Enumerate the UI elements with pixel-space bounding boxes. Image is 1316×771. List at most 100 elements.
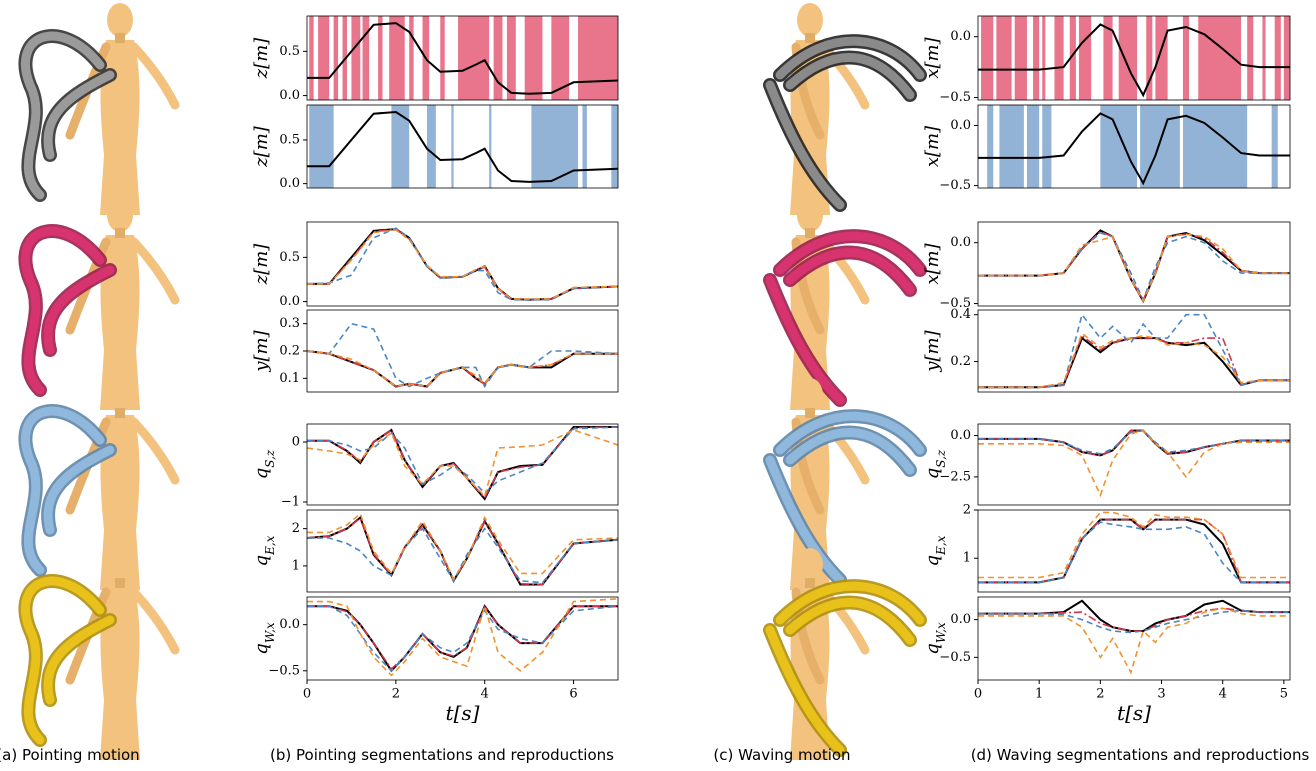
- y-tick-label: 0.5: [279, 44, 300, 59]
- y-axis-label-main: y[m]: [922, 329, 943, 372]
- segment-span: [1262, 16, 1265, 100]
- caption: (d) Waving segmentations and reproductio…: [971, 746, 1310, 764]
- segment-span: [531, 105, 578, 188]
- y-tick-label: −0.5: [268, 663, 300, 678]
- y-axis-label: y[m]: [922, 329, 943, 372]
- y-axis-label: z[m]: [251, 125, 272, 168]
- segment-span: [309, 16, 313, 100]
- mannequin-head: [107, 3, 133, 37]
- y-axis-label-sub: E,x: [934, 535, 948, 556]
- x-tick-label: 6: [569, 687, 577, 702]
- x-tick-label: 4: [1219, 687, 1227, 702]
- segment-span: [318, 16, 329, 100]
- y-axis-label: y[m]: [251, 329, 272, 372]
- mannequin-neck: [805, 228, 815, 238]
- mannequin-head: [797, 198, 823, 232]
- y-tick-label: 2: [963, 503, 971, 518]
- y-tick-label: −0.5: [939, 650, 971, 665]
- segment-span: [996, 16, 1011, 100]
- x-axis-label: t[s]: [446, 701, 480, 725]
- x-tick-label: 0: [303, 687, 311, 702]
- y-axis-label: z[m]: [251, 37, 272, 80]
- y-tick-label: 0.0: [279, 617, 300, 632]
- segment-span: [999, 105, 1023, 188]
- mannequin-neck: [115, 33, 125, 43]
- segment-span: [427, 105, 436, 188]
- y-tick-label: 0.0: [279, 176, 300, 191]
- segment-span: [582, 105, 586, 188]
- segment-span: [1042, 105, 1051, 188]
- segment-span: [334, 16, 338, 100]
- y-axis-label: z[m]: [251, 243, 272, 286]
- segment-span: [494, 16, 503, 100]
- y-tick-label: 0.0: [950, 235, 971, 250]
- y-tick-label: 0.0: [950, 118, 971, 133]
- y-axis-label-sub: E,x: [263, 535, 277, 556]
- mannequin-head: [797, 378, 823, 412]
- x-tick-label: 1: [1035, 687, 1043, 702]
- segment-span: [391, 105, 409, 188]
- segment-span: [1042, 16, 1045, 100]
- segment-span: [309, 105, 333, 188]
- x-tick-label: 4: [481, 687, 489, 702]
- mannequin-head: [107, 548, 133, 582]
- x-tick-label: 0: [974, 687, 982, 702]
- figure: 0.00.5z[m]0.00.5z[m]0.00.5z[m]0.10.20.3y…: [0, 0, 1316, 771]
- segment-span: [1100, 105, 1137, 188]
- y-axis-label: x[m]: [922, 36, 943, 78]
- mannequin-head: [107, 198, 133, 232]
- y-axis-label-sub: W,x: [934, 622, 948, 643]
- y-axis-label-main: q: [251, 468, 272, 480]
- y-tick-label: 0.3: [279, 316, 300, 331]
- y-tick-label: 0.2: [950, 354, 971, 369]
- y-tick-label: 0.0: [279, 294, 300, 309]
- y-axis-label-main: q: [922, 555, 943, 567]
- segment-span: [378, 16, 382, 100]
- segment-span: [363, 16, 370, 100]
- segment-span: [1155, 16, 1167, 100]
- segment-span: [981, 16, 993, 100]
- y-axis-label-sub: W,x: [263, 622, 277, 643]
- y-tick-label: 0: [292, 435, 300, 450]
- y-tick-label: −0.5: [939, 178, 971, 193]
- y-tick-label: 1: [292, 558, 300, 573]
- y-tick-label: −2.5: [939, 469, 971, 484]
- mannequin-head: [797, 548, 823, 582]
- segment-span: [507, 16, 516, 100]
- y-tick-label: −0.5: [939, 90, 971, 105]
- y-axis-label-main: x[m]: [922, 125, 943, 167]
- y-axis-label-main: q: [251, 643, 272, 655]
- x-tick-label: 2: [392, 687, 400, 702]
- x-axis-label: t[s]: [1117, 701, 1151, 725]
- y-tick-label: 0.0: [950, 612, 971, 627]
- mannequin-neck: [115, 408, 125, 418]
- y-tick-label: 0.2: [279, 344, 300, 359]
- y-tick-label: 0.5: [279, 250, 300, 265]
- caption: (b) Pointing segmentations and reproduct…: [270, 746, 614, 764]
- caption: (c) Waving motion: [713, 746, 850, 764]
- y-axis-label-main: x[m]: [922, 36, 943, 78]
- y-axis-label-main: z[m]: [251, 37, 272, 80]
- mannequin-head: [107, 378, 133, 412]
- segment-span: [1272, 105, 1278, 188]
- y-tick-label: 0.1: [279, 371, 300, 386]
- segment-span: [1119, 16, 1137, 100]
- caption: (a) Pointing motion: [0, 746, 140, 764]
- segment-span: [451, 105, 453, 188]
- y-tick-label: 0.0: [950, 29, 971, 44]
- y-tick-label: 1: [963, 551, 971, 566]
- mannequin-neck: [805, 408, 815, 418]
- segment-span: [611, 105, 618, 188]
- y-tick-label: −1: [281, 495, 300, 510]
- mannequin-neck: [115, 578, 125, 588]
- y-axis-label-main: z[m]: [251, 243, 272, 286]
- segment-span: [1033, 16, 1039, 100]
- mannequin-neck: [805, 578, 815, 588]
- segment-span: [1015, 16, 1027, 100]
- x-tick-label: 2: [1096, 687, 1104, 702]
- y-axis-label-main: q: [922, 468, 943, 480]
- segment-span: [440, 16, 444, 100]
- y-axis-label-main: q: [251, 555, 272, 567]
- segment-span: [351, 16, 360, 100]
- y-axis-label: x[m]: [922, 242, 943, 284]
